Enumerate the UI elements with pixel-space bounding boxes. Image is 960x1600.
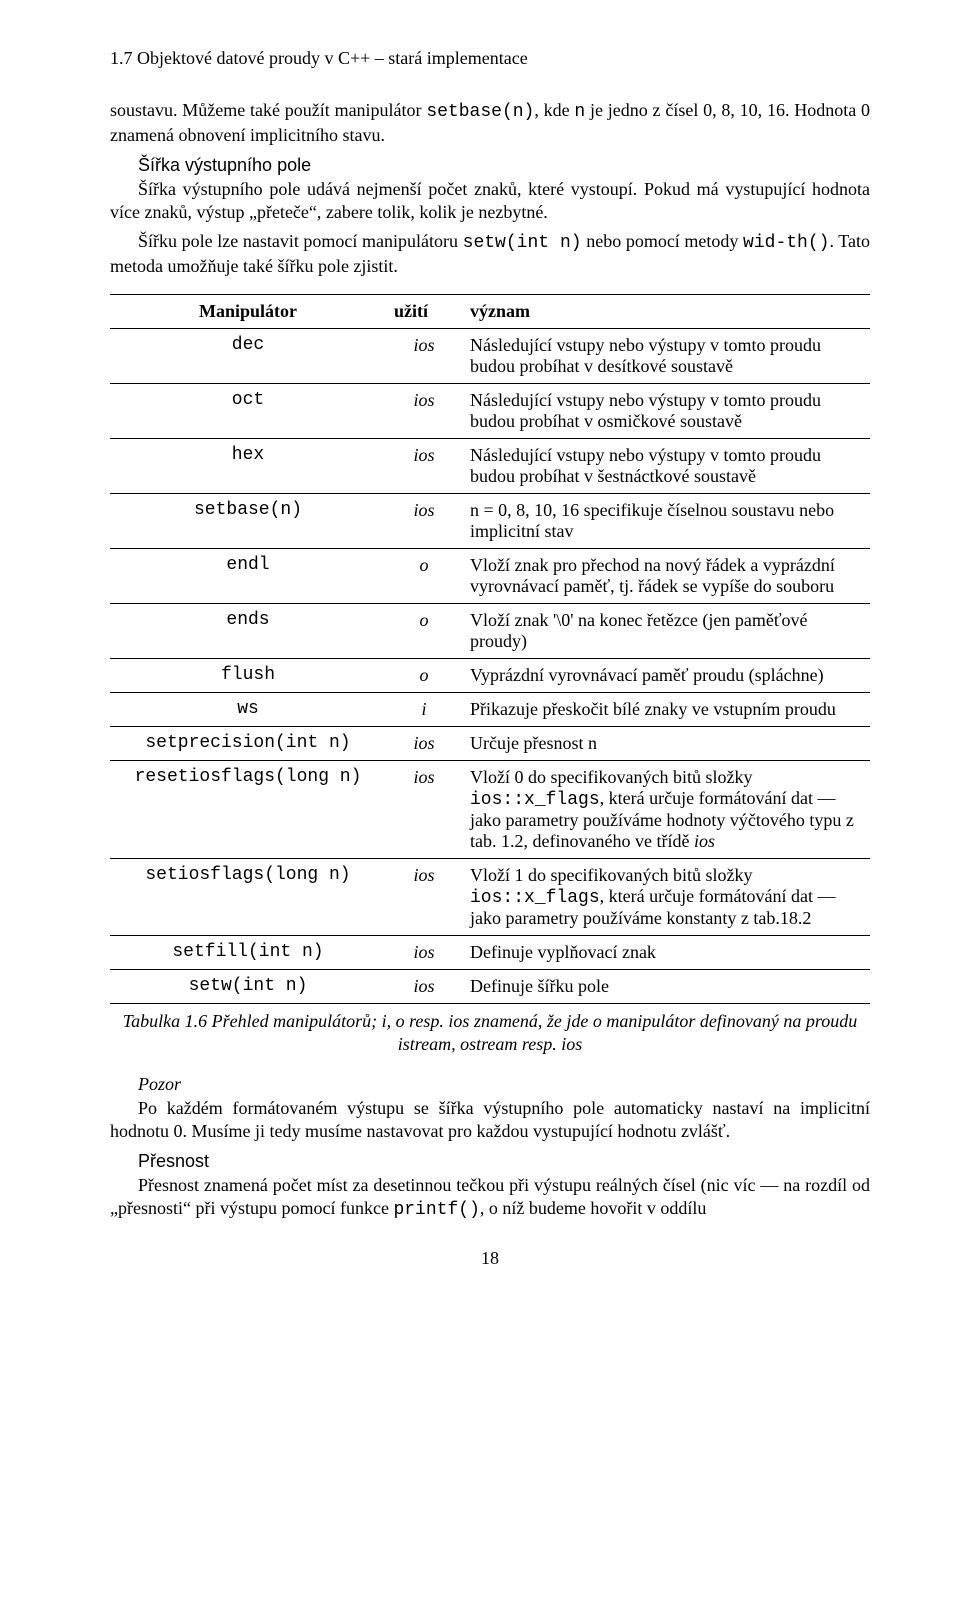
cell-meaning: Následující vstupy nebo výstupy v tomto …	[462, 329, 870, 384]
table-row: setw(int n)iosDefinuje šířku pole	[110, 970, 870, 1004]
cell-use: ios	[386, 384, 462, 439]
table-row: setbase(n)iosn = 0, 8, 10, 16 specifikuj…	[110, 494, 870, 549]
cell-meaning: Následující vstupy nebo výstupy v tomto …	[462, 384, 870, 439]
cell-manipulator: dec	[110, 329, 386, 384]
cell-meaning: Přikazuje přeskočit bílé znaky ve vstupn…	[462, 693, 870, 727]
p4-code: printf()	[393, 1200, 479, 1220]
table-row: octiosNásledující vstupy nebo výstupy v …	[110, 384, 870, 439]
paragraph-width-2: Šířku pole lze nastavit pomocí manipulát…	[110, 230, 870, 278]
cell-use: ios	[386, 439, 462, 494]
cell-manipulator: ws	[110, 693, 386, 727]
table-row: setiosflags(long n)iosVloží 1 do specifi…	[110, 859, 870, 936]
paragraph-pozor: Po každém formátovaném výstupu se šířka …	[110, 1097, 870, 1143]
cell-use: i	[386, 693, 462, 727]
cell-meaning: Definuje vyplňovací znak	[462, 936, 870, 970]
cell-manipulator: setiosflags(long n)	[110, 859, 386, 936]
cell-manipulator: endl	[110, 549, 386, 604]
th-manipulator: Manipulátor	[110, 295, 386, 329]
cell-use: ios	[386, 494, 462, 549]
cell-use: ios	[386, 329, 462, 384]
cell-meaning: Vloží 1 do specifikovaných bitů složky i…	[462, 859, 870, 936]
intro-text-1: soustavu. Můžeme také použít manipulátor	[110, 100, 426, 120]
table-row: setfill(int n)iosDefinuje vyplňovací zna…	[110, 936, 870, 970]
p2-code1: setw(int n)	[463, 233, 582, 253]
page-number: 18	[110, 1248, 870, 1269]
th-meaning: význam	[462, 295, 870, 329]
cell-manipulator: setbase(n)	[110, 494, 386, 549]
table-row: resetiosflags(long n)iosVloží 0 do speci…	[110, 761, 870, 859]
paragraph-width-1: Šířka výstupního pole udává nejmenší poč…	[110, 178, 870, 224]
cell-meaning: n = 0, 8, 10, 16 specifikuje číselnou so…	[462, 494, 870, 549]
table-row: flushoVyprázdní vyrovnávací paměť proudu…	[110, 659, 870, 693]
intro-text-1b: , kde	[534, 100, 574, 120]
cell-manipulator: setw(int n)	[110, 970, 386, 1004]
cell-manipulator: setfill(int n)	[110, 936, 386, 970]
p2b: nebo pomocí metody	[582, 231, 743, 251]
cell-manipulator: setprecision(int n)	[110, 727, 386, 761]
cell-use: o	[386, 659, 462, 693]
table-row: deciosNásledující vstupy nebo výstupy v …	[110, 329, 870, 384]
cell-meaning: Vloží znak pro přechod na nový řádek a v…	[462, 549, 870, 604]
cell-meaning: Definuje šířku pole	[462, 970, 870, 1004]
cell-meaning: Vloží 0 do specifikovaných bitů složky i…	[462, 761, 870, 859]
table-row: endloVloží znak pro přechod na nový řáde…	[110, 549, 870, 604]
pozor-heading: Pozor	[138, 1074, 870, 1095]
table-row: endsoVloží znak '\0' na konec řetězce (j…	[110, 604, 870, 659]
cell-manipulator: hex	[110, 439, 386, 494]
manipulator-table: Manipulátor užití význam deciosNásledují…	[110, 294, 870, 1004]
cell-meaning: Určuje přesnost n	[462, 727, 870, 761]
cell-manipulator: oct	[110, 384, 386, 439]
cell-use: o	[386, 549, 462, 604]
intro-code-2: n	[574, 102, 585, 122]
table-body: deciosNásledující vstupy nebo výstupy v …	[110, 329, 870, 1004]
subheading-width: Šířka výstupního pole	[138, 155, 870, 176]
page: 1.7 Objektové datové proudy v C++ – star…	[0, 0, 960, 1309]
table-head-row: Manipulátor užití význam	[110, 295, 870, 329]
cell-use: ios	[386, 727, 462, 761]
table-caption: Tabulka 1.6 Přehled manipulátorů; i, o r…	[110, 1010, 870, 1056]
th-use: užití	[386, 295, 462, 329]
paragraph-precision: Přesnost znamená počet míst za desetinno…	[110, 1174, 870, 1222]
cell-meaning: Následující vstupy nebo výstupy v tomto …	[462, 439, 870, 494]
table-row: wsiPřikazuje přeskočit bílé znaky ve vst…	[110, 693, 870, 727]
cell-use: ios	[386, 936, 462, 970]
cell-manipulator: resetiosflags(long n)	[110, 761, 386, 859]
table-row: setprecision(int n)iosUrčuje přesnost n	[110, 727, 870, 761]
intro-code-1: setbase(n)	[426, 102, 534, 122]
intro-paragraph: soustavu. Můžeme také použít manipulátor…	[110, 99, 870, 147]
p2-code2: wid-th()	[743, 233, 829, 253]
cell-manipulator: ends	[110, 604, 386, 659]
p2a: Šířku pole lze nastavit pomocí manipulát…	[138, 231, 463, 251]
cell-manipulator: flush	[110, 659, 386, 693]
table-row: hexiosNásledující vstupy nebo výstupy v …	[110, 439, 870, 494]
subheading-precision: Přesnost	[138, 1151, 870, 1172]
page-header: 1.7 Objektové datové proudy v C++ – star…	[110, 48, 870, 69]
cell-use: ios	[386, 970, 462, 1004]
p4b: , o níž budeme hovořit v oddílu	[480, 1198, 706, 1218]
cell-use: o	[386, 604, 462, 659]
cell-use: ios	[386, 859, 462, 936]
cell-meaning: Vyprázdní vyrovnávací paměť proudu (splá…	[462, 659, 870, 693]
cell-meaning: Vloží znak '\0' na konec řetězce (jen pa…	[462, 604, 870, 659]
cell-use: ios	[386, 761, 462, 859]
